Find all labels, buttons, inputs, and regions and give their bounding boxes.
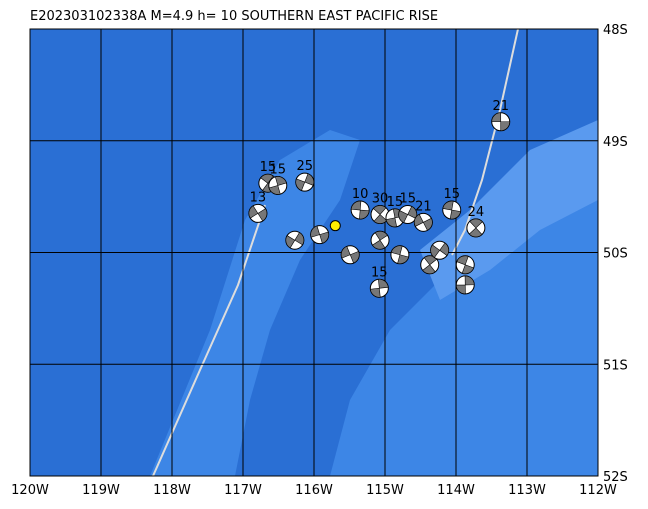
x-tick-label: 116W [295, 483, 333, 498]
beachball-quadrant [310, 225, 329, 244]
x-tick-label: 112W [579, 483, 617, 498]
plate-boundary [451, 28, 519, 256]
map-layer: 120W 119W 118W 117W 116W 115W 114W 113W 112W 48S 4… [11, 23, 628, 498]
depth-label: 21 [492, 99, 509, 114]
beachball-quadrant [491, 112, 511, 132]
x-tick-label: 119W [82, 483, 120, 498]
y-tick-label: 50S [603, 247, 628, 262]
focal-mechanism [466, 218, 486, 238]
depth-label: 15 [270, 162, 287, 177]
focal-mechanism [491, 112, 511, 132]
focal-mechanism [285, 230, 305, 250]
beachball-quadrant [442, 200, 461, 220]
depth-label: 15 [399, 192, 416, 207]
focal-mechanism [370, 230, 390, 250]
beachball-quadrant [390, 245, 409, 265]
focal-mechanism [350, 200, 370, 220]
focal-mechanism [340, 245, 360, 265]
x-tick-label: 120W [11, 483, 49, 498]
beachball-quadrant [248, 205, 268, 222]
beachball-quadrant [370, 279, 389, 298]
beachball-quadrant [456, 255, 475, 275]
beachball-quadrant [372, 230, 388, 250]
depth-label: 25 [296, 159, 313, 174]
focal-mechanism [430, 240, 450, 260]
focal-mechanism [268, 175, 288, 195]
y-tick-label: 51S [603, 358, 628, 373]
depth-label: 30 [372, 192, 389, 207]
beachball-quadrant [414, 213, 433, 231]
focal-mechanism [295, 172, 315, 192]
focal-mechanism [398, 205, 418, 225]
focal-mechanism [310, 225, 330, 245]
x-tick-label: 113W [508, 483, 546, 498]
depth-label: 15 [443, 187, 460, 202]
depth-label: 10 [352, 187, 369, 202]
focal-mechanism [369, 278, 389, 298]
beachball-quadrant [340, 246, 360, 264]
depth-label: 15 [371, 265, 388, 280]
x-tick-label: 117W [224, 483, 262, 498]
depth-label: 21 [415, 199, 432, 214]
x-tick-label: 115W [366, 483, 404, 498]
focal-mechanism [413, 212, 433, 232]
map-title: E202303102338A M=4.9 h= 10 SOUTHERN EAST… [30, 9, 438, 24]
beachball-quadrant [468, 218, 483, 238]
ridge-crest [420, 120, 598, 300]
depth-label: 15 [260, 160, 277, 175]
beachball-quadrant [350, 200, 370, 220]
x-tick-label: 118W [153, 483, 191, 498]
beachball-quadrant [455, 275, 475, 295]
focal-mechanism [248, 203, 268, 223]
focal-mechanism [455, 255, 475, 275]
depth-label: 15 [387, 195, 404, 210]
beachball-quadrant [295, 173, 315, 191]
focal-mechanism [370, 205, 390, 225]
plate-boundary [152, 204, 266, 477]
y-tick-label: 52S [603, 470, 628, 485]
focal-mechanism [442, 200, 462, 220]
focal-mechanism [420, 255, 440, 275]
beachball-quadrant [285, 232, 305, 249]
depth-label: 24 [468, 205, 485, 220]
ridge-flank [150, 130, 360, 476]
epicenter [329, 220, 341, 232]
x-tick-label: 114W [437, 483, 475, 498]
focal-mechanism [390, 245, 410, 265]
beachball-quadrant [430, 242, 449, 258]
y-tick-label: 49S [603, 135, 628, 150]
depth-label: 13 [250, 190, 267, 205]
beachball-quadrant [268, 176, 287, 195]
y-tick-label: 48S [603, 23, 628, 38]
focal-mechanism [455, 275, 475, 295]
